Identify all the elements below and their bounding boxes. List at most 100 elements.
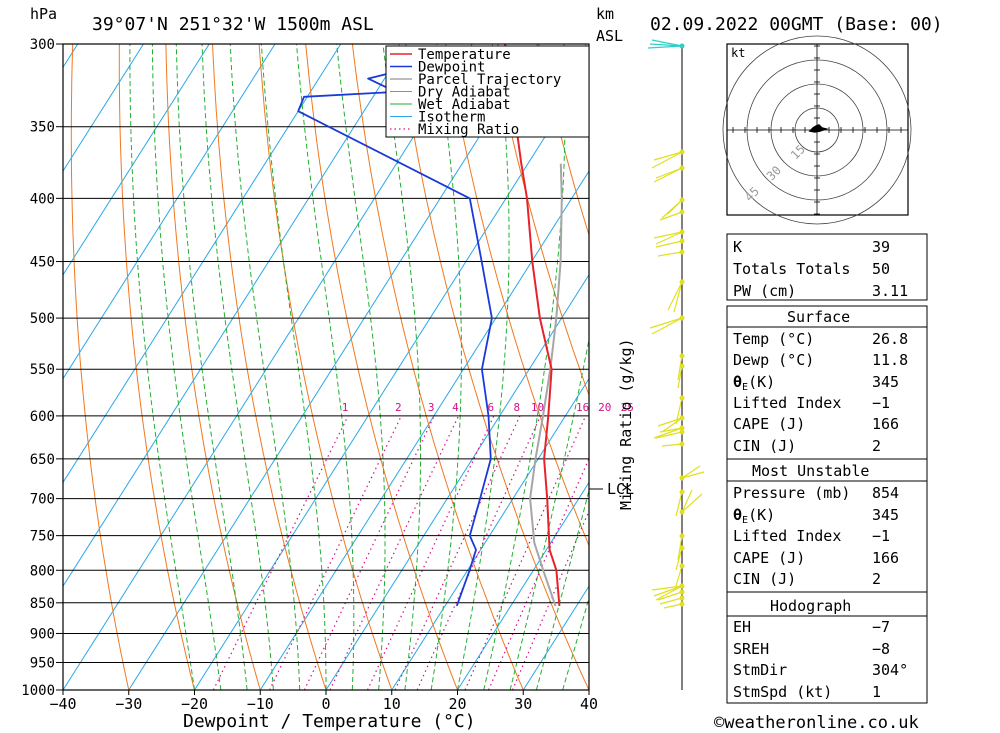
mu-li-value: −1	[872, 527, 890, 545]
wet-adiabat-line	[229, 44, 301, 690]
hodograph-params-box	[726, 591, 928, 704]
wind-barb	[661, 443, 683, 447]
wind-barb	[651, 585, 683, 591]
wet-adiabat-line	[129, 44, 195, 690]
wet-adiabat-line	[201, 44, 274, 690]
y-tick-label: 950	[30, 655, 55, 671]
surface-theta-value: 345	[872, 373, 899, 391]
wind-barb	[657, 591, 683, 601]
mixing-ratio-label: 8	[514, 401, 521, 414]
location-title: 39°07'N 251°32'W 1500m ASL	[92, 14, 374, 35]
hodograph-unit-label: kt	[731, 46, 745, 60]
surface-box	[726, 305, 928, 460]
isotherm-line	[391, 377, 589, 690]
stmdir-label: StmDir	[733, 661, 787, 679]
wind-barb	[681, 465, 701, 479]
wind-barb	[655, 585, 683, 601]
mu-cape-label: CAPE (J)	[733, 549, 805, 567]
wind-barb	[661, 417, 683, 433]
wind-barb	[677, 365, 683, 389]
y-tick-label: 850	[30, 596, 55, 612]
mixing-ratio-label: 16	[576, 401, 589, 414]
wind-barb	[677, 355, 683, 381]
dewpoint-profile	[297, 62, 493, 607]
pw-label: PW (cm)	[733, 282, 796, 300]
mu-cin-label: CIN (J)	[733, 570, 796, 588]
legend-parcel: Parcel Trajectory	[418, 72, 561, 88]
mixing-ratio-label: 10	[531, 401, 544, 414]
legend-wet-adiabat: Wet Adiabat	[418, 97, 511, 113]
wind-barb	[647, 45, 683, 49]
surface-cape-value: 166	[872, 415, 899, 433]
wet-adiabat-line	[509, 336, 589, 690]
wet-adiabat-line	[336, 44, 386, 690]
surface-li-value: −1	[872, 394, 890, 412]
plot-profiles	[297, 44, 563, 607]
dry-adiabat-line	[538, 44, 589, 237]
eh-label: EH	[733, 618, 751, 636]
wind-barb	[653, 585, 683, 597]
legend-mixing-ratio: Mixing Ratio	[418, 122, 519, 138]
km-label: km	[596, 5, 614, 23]
x-axis-label: Dewpoint / Temperature (°C)	[183, 711, 476, 732]
totals-totals-label: Totals Totals	[733, 260, 850, 278]
x-tick-label: 10	[383, 695, 401, 713]
y-tick-label: 900	[30, 626, 55, 642]
x-tick-label: −20	[181, 695, 208, 713]
isotherm-line	[63, 44, 144, 172]
mixing-ratio-label: 20	[598, 401, 611, 414]
y-tick-label: 450	[30, 255, 55, 271]
surface-temp-label: Temp (°C)	[733, 330, 814, 348]
most-unstable-title: Most Unstable	[752, 462, 869, 480]
isotherm-line	[63, 44, 276, 380]
credit-text: ©weatheronline.co.uk	[714, 713, 919, 733]
wind-barb	[655, 240, 683, 248]
isotherm-line	[63, 44, 210, 276]
surface-li-label: Lifted Index	[733, 394, 841, 412]
datetime-label: 02.09.2022 00GMT (Base: 00)	[650, 14, 943, 35]
mu-li-label: Lifted Index	[733, 527, 841, 545]
wind-barb	[673, 281, 683, 313]
wet-adiabat-line	[430, 44, 462, 690]
mixing-ratio-line	[366, 415, 495, 690]
surface-cape-label: CAPE (J)	[733, 415, 805, 433]
mixing-ratio-line	[212, 415, 349, 690]
wind-barb	[655, 431, 683, 439]
wind-barb	[651, 317, 683, 335]
x-tick-label: 20	[448, 695, 466, 713]
wind-barb	[675, 547, 683, 571]
x-tick-label: −40	[49, 695, 76, 713]
y-tick-label: 550	[30, 362, 55, 378]
mixing-ratio-label: 2	[395, 401, 402, 414]
y-tick-label: 650	[30, 452, 55, 468]
legend-box	[385, 45, 590, 138]
stmspd-label: StmSpd (kt)	[733, 683, 832, 701]
mixing-ratio-label: 6	[488, 401, 495, 414]
wind-barb	[659, 211, 683, 221]
y-tick-label: 750	[30, 529, 55, 545]
totals-totals-value: 50	[872, 260, 890, 278]
wind-barb	[681, 493, 703, 513]
mixing-ratio-line	[303, 415, 435, 690]
mixing-ratio-label: 4	[452, 401, 459, 414]
legend-temperature: Temperature	[418, 47, 511, 63]
sreh-value: −8	[872, 640, 890, 658]
dry-adiabat-line	[958, 44, 1000, 690]
isobars	[63, 43, 589, 691]
mixing-ratio-label: 1	[342, 401, 349, 414]
isotherm-line	[325, 273, 589, 690]
mixing-ratio-line	[416, 415, 542, 690]
wind-barb	[655, 231, 683, 245]
asl-label: ASL	[596, 27, 623, 45]
mixing-ratio-label: 3	[428, 401, 435, 414]
mixing-ratio-labels: 1 2 3 4 6 8 10 16 20 25	[342, 401, 634, 414]
wet-adiabat-line	[151, 44, 222, 690]
k-index-value: 39	[872, 238, 890, 256]
y-tick-label: 400	[30, 191, 55, 207]
lcl-label: LCL	[607, 480, 634, 498]
mu-cin-value: 2	[872, 570, 881, 588]
dry-adiabat-line	[305, 44, 458, 690]
surface-cin-value: 2	[872, 437, 881, 455]
isotherm-line	[128, 44, 539, 690]
isotherm-line	[63, 44, 473, 690]
